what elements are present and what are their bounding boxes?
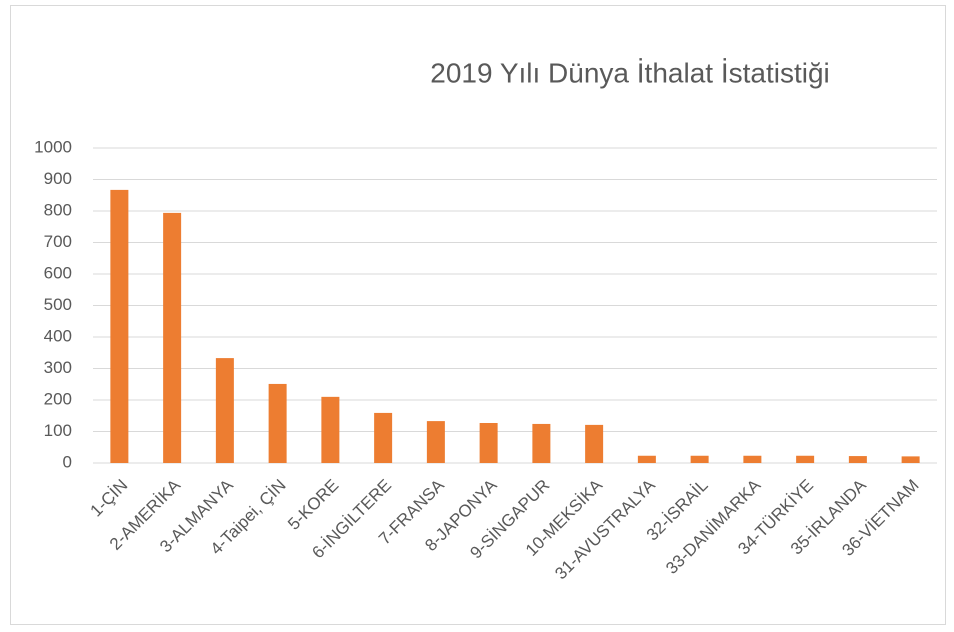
y-tick-label: 100 [44,421,72,440]
y-tick-label: 600 [44,263,72,282]
chart-title: 2019 Yılı Dünya İthalat İstatistiği [430,57,830,88]
bar [690,455,709,463]
bar [163,212,182,463]
bar [268,383,287,463]
bar [479,422,498,463]
bar [426,421,445,463]
bar [585,424,604,463]
bar [374,412,393,463]
y-tick-label: 700 [44,232,72,251]
bar [215,358,234,463]
y-tick-label: 800 [44,200,72,219]
y-tick-label: 500 [44,295,72,314]
bar [110,189,129,463]
y-tick-label: 300 [44,358,72,377]
y-tick-label: 900 [44,169,72,188]
bar [743,455,762,463]
bar [796,455,815,463]
bar [321,396,340,463]
bar [532,423,551,463]
bar [848,456,867,463]
bar [901,456,920,463]
bar [637,455,656,463]
y-tick-label: 200 [44,389,72,408]
y-tick-label: 400 [44,326,72,345]
y-tick-label: 1000 [34,137,72,156]
y-tick-label: 0 [63,452,72,471]
